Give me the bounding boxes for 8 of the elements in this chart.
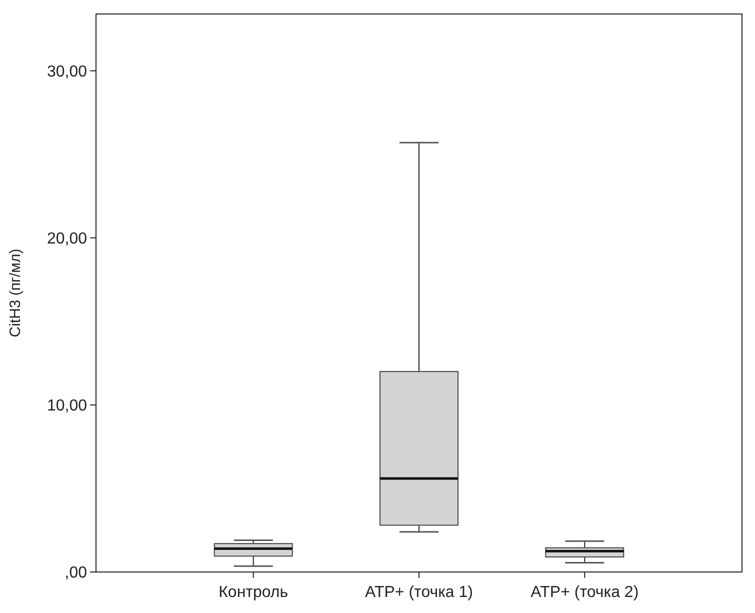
y-tick-label: 10,00 (46, 398, 88, 415)
x-tick-label: Контроль (218, 584, 288, 601)
y-axis-title: CitH3 (пг/мл) (7, 248, 24, 338)
x-tick-label: ATP+ (точка 1) (365, 584, 473, 601)
y-tick-label: ,00 (64, 564, 88, 582)
x-tick-label: ATP+ (точка 2) (530, 584, 639, 601)
y-tick-label: 20,00 (46, 230, 88, 248)
y-tick-label: 30,00 (46, 63, 88, 80)
